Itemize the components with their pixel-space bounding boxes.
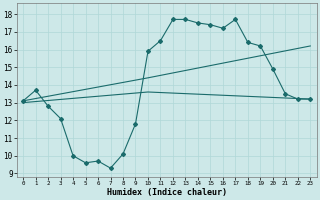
X-axis label: Humidex (Indice chaleur): Humidex (Indice chaleur): [107, 188, 227, 197]
